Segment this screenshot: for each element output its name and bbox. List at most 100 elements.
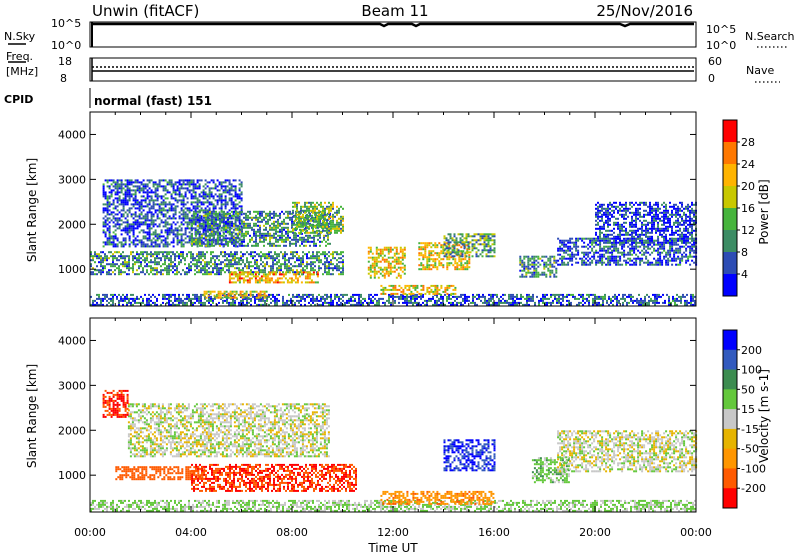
power-echo-cell <box>164 203 167 206</box>
power-echo-cell <box>326 219 328 222</box>
power-echo-cell <box>202 251 204 254</box>
power-echo-cell <box>392 286 395 289</box>
power-echo-cell <box>560 301 562 304</box>
power-echo-cell <box>96 273 98 276</box>
power-echo-cell <box>289 230 291 233</box>
power-echo-cell <box>560 297 562 300</box>
power-echo-cell <box>399 262 402 265</box>
power-echo-cell <box>298 215 300 218</box>
power-echo-cell <box>486 303 488 306</box>
power-echo-cell <box>128 229 131 232</box>
power-echo-cell <box>218 269 220 272</box>
power-echo-cell <box>164 257 166 260</box>
power-echo-cell <box>450 303 452 306</box>
power-echo-cell <box>232 277 235 280</box>
power-echo-cell <box>166 181 169 184</box>
power-echo-cell <box>241 228 243 231</box>
power-echo-cell <box>168 243 171 246</box>
power-echo-cell <box>604 293 606 296</box>
power-echo-cell <box>430 254 433 257</box>
power-echo-cell <box>312 299 314 302</box>
power-echo-cell <box>656 295 658 298</box>
power-echo-cell <box>176 297 178 300</box>
power-echo-cell <box>277 224 279 227</box>
power-echo-cell <box>384 303 386 306</box>
power-echo-cell <box>126 301 128 304</box>
power-echo-cell <box>395 250 398 253</box>
power-echo-cell <box>260 271 262 274</box>
power-echo-cell <box>367 260 370 263</box>
power-echo-cell <box>140 239 143 242</box>
power-echo-cell <box>296 205 298 208</box>
power-echo-cell <box>304 275 307 278</box>
power-echo-cell <box>236 279 239 282</box>
power-echo-cell <box>410 284 413 287</box>
power-echo-cell <box>227 294 230 297</box>
power-echo-cell <box>126 191 129 194</box>
power-echo-cell <box>220 297 222 300</box>
power-echo-cell <box>292 303 294 306</box>
power-echo-cell <box>526 301 528 304</box>
power-echo-cell <box>240 193 243 196</box>
power-echo-cell <box>232 253 234 256</box>
power-echo-cell <box>126 255 128 258</box>
power-echo-cell <box>196 267 198 270</box>
power-echo-cell <box>210 193 213 196</box>
power-echo-cell <box>262 279 265 282</box>
power-echo-cell <box>156 235 159 238</box>
power-echo-cell <box>208 301 210 304</box>
power-echo-cell <box>668 301 670 304</box>
power-echo-cell <box>295 244 297 247</box>
power-echo-cell <box>198 271 200 274</box>
power-echo-cell <box>196 293 198 296</box>
power-echo-cell <box>520 297 522 300</box>
power-echo-cell <box>209 212 211 215</box>
power-echo-cell <box>504 293 506 296</box>
power-echo-cell <box>446 297 448 300</box>
power-echo-cell <box>164 229 167 232</box>
power-echo-cell <box>608 297 610 300</box>
power-echo-cell <box>300 281 303 284</box>
power-echo-cell <box>388 284 391 287</box>
power-echo-cell <box>102 257 104 260</box>
power-echo-cell <box>332 263 334 266</box>
power-echo-cell <box>674 303 676 306</box>
power-echo-cell <box>265 296 268 299</box>
freq-label-1: Freq. <box>6 50 33 63</box>
power-echo-cell <box>148 201 151 204</box>
power-echo-cell <box>312 295 314 298</box>
power-echo-cell <box>110 297 112 300</box>
power-echo-cell <box>319 240 321 243</box>
power-echo-cell <box>152 201 155 204</box>
power-echo-cell <box>226 257 228 260</box>
power-echo-cell <box>156 253 158 256</box>
power-echo-cell <box>334 223 336 226</box>
power-echo-cell <box>267 218 269 221</box>
power-echo-cell <box>328 205 330 208</box>
power-echo-cell <box>176 265 178 268</box>
power-echo-cell <box>191 244 193 247</box>
power-echo-cell <box>152 273 154 276</box>
power-echo-cell <box>218 199 221 202</box>
power-echo-cell <box>102 183 105 186</box>
power-echo-cell <box>434 288 437 291</box>
power-echo-cell <box>219 220 221 223</box>
power-echo-cell <box>255 234 257 237</box>
power-echo-cell <box>228 187 231 190</box>
power-echo-cell <box>273 244 275 247</box>
power-echo-cell <box>244 275 247 278</box>
power-echo-cell <box>296 299 298 302</box>
power-echo-cell <box>160 271 162 274</box>
power-echo-cell <box>296 201 298 204</box>
power-echo-cell <box>308 225 310 228</box>
power-echo-cell <box>150 195 153 198</box>
power-echo-cell <box>263 292 266 295</box>
power-echo-cell <box>118 293 120 296</box>
power-echo-cell <box>464 295 466 298</box>
power-echo-cell <box>476 303 478 306</box>
power-echo-cell <box>138 201 141 204</box>
power-echo-cell <box>226 297 228 300</box>
power-echo-cell <box>332 253 334 256</box>
power-echo-cell <box>100 299 102 302</box>
